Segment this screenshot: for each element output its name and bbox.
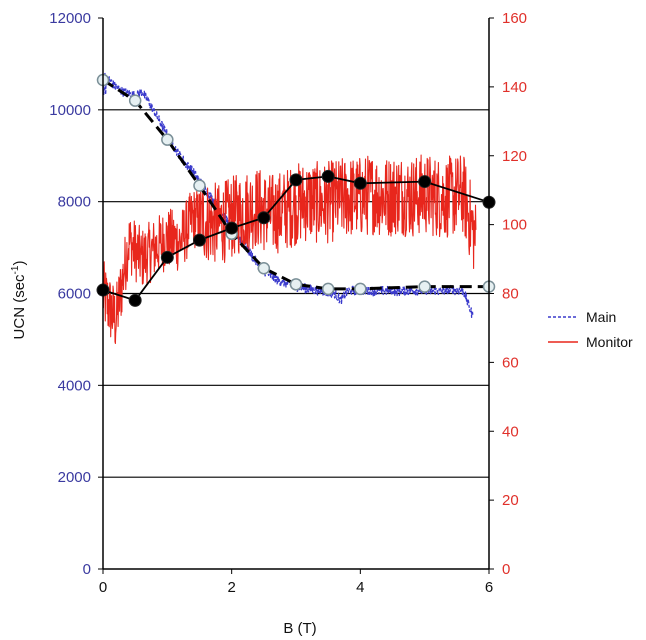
y-left-tick-label: 2000 xyxy=(58,469,91,486)
main-fit-marker xyxy=(354,282,367,296)
legend-monitor-label: Monitor xyxy=(586,334,633,350)
y-right-tick-label: 80 xyxy=(502,286,519,303)
y-left-tick-label: 0 xyxy=(83,561,91,578)
x-tick-label: 2 xyxy=(227,579,235,596)
y-right-tick-label: 20 xyxy=(502,492,519,509)
y-right-tick-label: 40 xyxy=(502,423,519,440)
x-tick-label: 4 xyxy=(356,579,364,596)
monitor-fit-marker xyxy=(257,211,271,225)
tick-labels: 0200040006000800010000120000204060801001… xyxy=(49,10,527,596)
monitor-fit-marker xyxy=(353,176,367,190)
main-fit-marker xyxy=(418,280,431,293)
y-right-tick-label: 60 xyxy=(502,354,519,371)
y-right-tick-label: 160 xyxy=(502,10,527,27)
monitor-fit-marker xyxy=(418,175,432,189)
line-main-fit xyxy=(102,78,489,291)
main-fit-marker xyxy=(161,133,174,146)
main-fit-marker xyxy=(289,278,303,291)
fit-markers xyxy=(96,73,496,307)
monitor-fit-marker xyxy=(225,221,239,235)
y-right-tick-label: 100 xyxy=(502,217,527,234)
axes xyxy=(98,17,494,574)
main-fit-marker xyxy=(257,261,271,275)
legend-main-label: Main xyxy=(586,309,616,325)
monitor-fit-marker xyxy=(321,169,335,183)
y-left-tick-label: 6000 xyxy=(58,286,91,303)
y-left-tick-label: 4000 xyxy=(58,377,91,394)
x-tick-label: 0 xyxy=(99,579,107,596)
main-fit-marker xyxy=(321,282,335,296)
monitor-fit-marker xyxy=(289,173,303,187)
y-right-tick-label: 120 xyxy=(502,148,527,165)
legend: Main Monitor xyxy=(548,309,633,350)
main-fit-marker xyxy=(193,179,206,192)
y-axis-left-label: UCN (sec-1) xyxy=(10,261,28,340)
y-right-tick-label: 140 xyxy=(502,79,527,96)
monitor-fit-marker xyxy=(128,293,142,307)
main-fit-marker xyxy=(128,94,142,107)
monitor-fit-marker xyxy=(193,233,206,247)
monitor-fit-marker xyxy=(160,250,174,264)
y-left-tick-label: 12000 xyxy=(49,10,91,27)
y-right-tick-label: 0 xyxy=(502,561,510,578)
y-left-tick-label: 8000 xyxy=(58,194,91,211)
x-tick-label: 6 xyxy=(485,579,493,596)
y-left-tick-label: 10000 xyxy=(49,102,91,119)
x-axis-label: B (T) xyxy=(283,620,316,637)
